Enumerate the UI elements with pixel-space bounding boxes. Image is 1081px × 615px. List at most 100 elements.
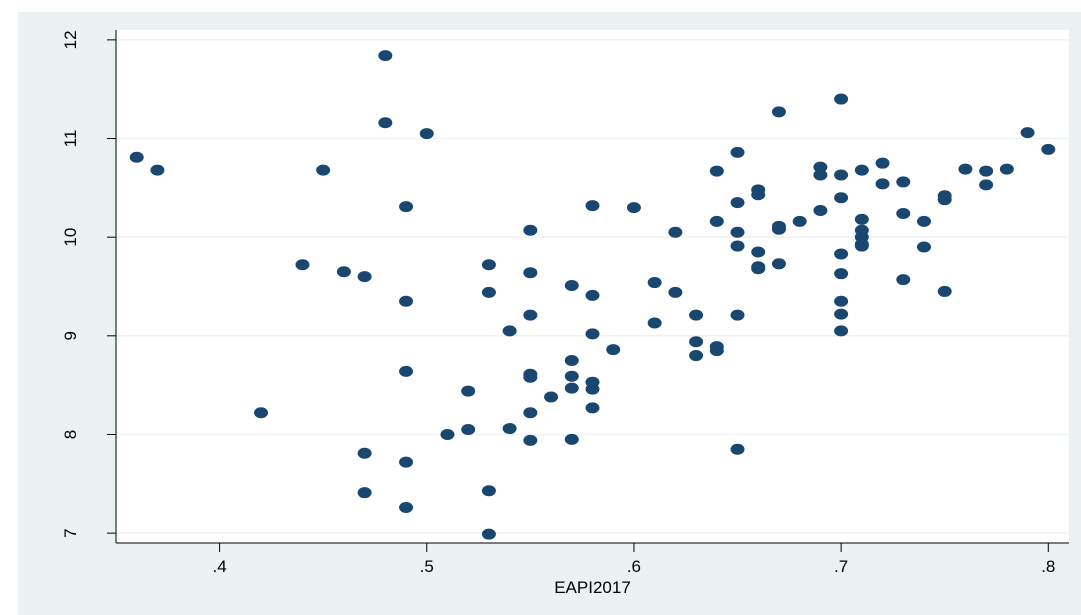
data-point xyxy=(896,274,911,286)
data-point xyxy=(999,163,1014,175)
data-point xyxy=(357,447,372,459)
data-point xyxy=(647,317,662,329)
data-point xyxy=(399,295,414,307)
data-point xyxy=(523,224,538,236)
data-point xyxy=(751,189,766,201)
data-point xyxy=(523,371,538,383)
data-point xyxy=(254,407,269,419)
data-point xyxy=(730,146,745,158)
data-point xyxy=(730,309,745,321)
data-point xyxy=(689,350,704,362)
data-point xyxy=(689,309,704,321)
data-point xyxy=(834,248,849,260)
y-tick-label: 9 xyxy=(61,331,80,340)
data-point xyxy=(481,485,496,497)
data-point xyxy=(854,240,869,252)
x-axis-title: EAPI2017 xyxy=(554,578,631,597)
data-point xyxy=(875,178,890,190)
data-point xyxy=(834,93,849,105)
data-point xyxy=(709,215,724,227)
data-point xyxy=(523,267,538,279)
data-point xyxy=(564,370,579,382)
data-point xyxy=(979,165,994,177)
x-tick-label: .6 xyxy=(627,557,641,576)
x-tick-label: .8 xyxy=(1041,557,1055,576)
data-point xyxy=(937,194,952,206)
data-point xyxy=(461,385,476,397)
data-point xyxy=(481,259,496,271)
data-point xyxy=(668,226,683,238)
data-point xyxy=(585,328,600,340)
data-point xyxy=(585,200,600,212)
data-point xyxy=(937,285,952,297)
data-point xyxy=(916,241,931,253)
data-point xyxy=(979,179,994,191)
data-point xyxy=(647,277,662,289)
data-point xyxy=(689,336,704,348)
data-point xyxy=(481,286,496,298)
data-point xyxy=(585,383,600,395)
data-point xyxy=(813,169,828,181)
y-tick-label: 8 xyxy=(61,430,80,439)
data-point xyxy=(564,433,579,445)
data-point xyxy=(730,443,745,455)
data-point xyxy=(378,50,393,62)
data-point xyxy=(399,201,414,213)
data-point xyxy=(150,164,165,176)
data-point xyxy=(813,205,828,217)
data-point xyxy=(709,165,724,177)
data-point xyxy=(896,176,911,188)
data-point xyxy=(668,286,683,298)
data-point xyxy=(129,151,144,163)
data-point xyxy=(357,487,372,499)
axis-labels: EAPI2017 xyxy=(554,578,631,597)
data-point xyxy=(834,295,849,307)
data-point xyxy=(709,345,724,357)
y-tick-label: 11 xyxy=(61,130,80,148)
data-point xyxy=(378,117,393,129)
data-point xyxy=(916,215,931,227)
data-point xyxy=(399,501,414,513)
data-point xyxy=(316,164,331,176)
data-point xyxy=(730,240,745,252)
data-point xyxy=(523,434,538,446)
data-point xyxy=(357,271,372,283)
data-point xyxy=(481,528,496,540)
data-point xyxy=(958,163,973,175)
data-point xyxy=(523,407,538,419)
data-point xyxy=(564,280,579,292)
data-point xyxy=(896,207,911,219)
data-point xyxy=(544,391,559,403)
x-tick-label: .7 xyxy=(834,557,848,576)
x-tick-label: .4 xyxy=(212,557,226,576)
data-point xyxy=(564,382,579,394)
data-point xyxy=(771,258,786,270)
data-point xyxy=(523,309,538,321)
data-point xyxy=(854,213,869,225)
data-point xyxy=(502,325,517,337)
data-point xyxy=(834,325,849,337)
data-point xyxy=(336,266,351,278)
data-point xyxy=(419,128,434,140)
data-point xyxy=(751,246,766,258)
data-point xyxy=(502,423,517,435)
data-point xyxy=(399,365,414,377)
y-tick-label: 7 xyxy=(61,528,80,537)
data-point xyxy=(834,192,849,204)
data-points xyxy=(129,50,1056,540)
data-point xyxy=(834,308,849,320)
x-tick-label: .5 xyxy=(420,557,434,576)
data-point xyxy=(585,289,600,301)
data-point xyxy=(585,402,600,414)
y-tick-label: 10 xyxy=(61,228,80,247)
data-point xyxy=(626,202,641,214)
data-point xyxy=(875,157,890,169)
data-point xyxy=(792,215,807,227)
data-point xyxy=(399,456,414,468)
data-point xyxy=(606,344,621,356)
data-point xyxy=(461,424,476,436)
data-point xyxy=(295,259,310,271)
axes: 7 8 9 10 11 12 .4 .5 .6 .7 .8 xyxy=(61,30,1069,576)
data-point xyxy=(730,197,745,209)
